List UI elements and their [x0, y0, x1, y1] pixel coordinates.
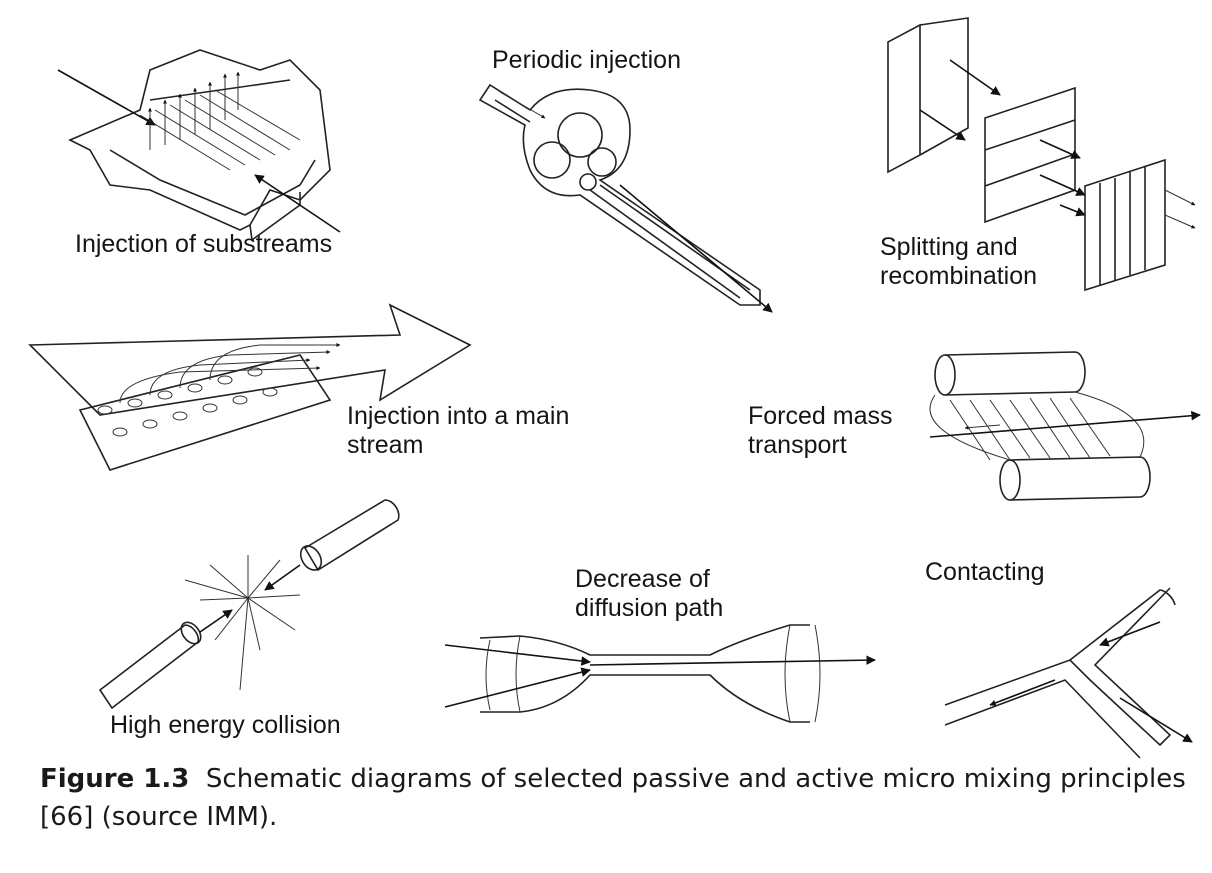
label-injection-of-substreams: Injection of substreams [75, 230, 333, 258]
label-injection-into-main-stream: Injection into a main stream [347, 402, 570, 459]
caption-label: Figure 1.3 [40, 764, 190, 794]
label-contacting: Contacting [925, 558, 1045, 586]
label-high-energy-collision: High energy collision [110, 711, 341, 739]
injection-of-substreams-drawing [57, 49, 341, 242]
label-forced-mass-transport: Forced mass transport [748, 402, 893, 459]
label-periodic-injection: Periodic injection [492, 46, 681, 74]
figure-caption: Figure 1.3 Schematic diagrams of selecte… [40, 760, 1190, 836]
decrease-of-diffusion-path-drawing [444, 624, 876, 723]
caption-text: Schematic diagrams of selected passive a… [40, 764, 1186, 832]
periodic-injection-drawing [478, 83, 773, 313]
forced-mass-transport-drawing [929, 351, 1201, 501]
injection-into-main-stream-drawing [28, 303, 472, 471]
splitting-and-recombination-drawing [887, 17, 1196, 292]
label-decrease-of-diffusion-path: Decrease of diffusion path [575, 565, 724, 622]
contacting-drawing [944, 587, 1193, 759]
label-splitting-and-recombination: Splitting and recombination [880, 233, 1038, 290]
high-energy-collision-drawing [98, 499, 400, 710]
